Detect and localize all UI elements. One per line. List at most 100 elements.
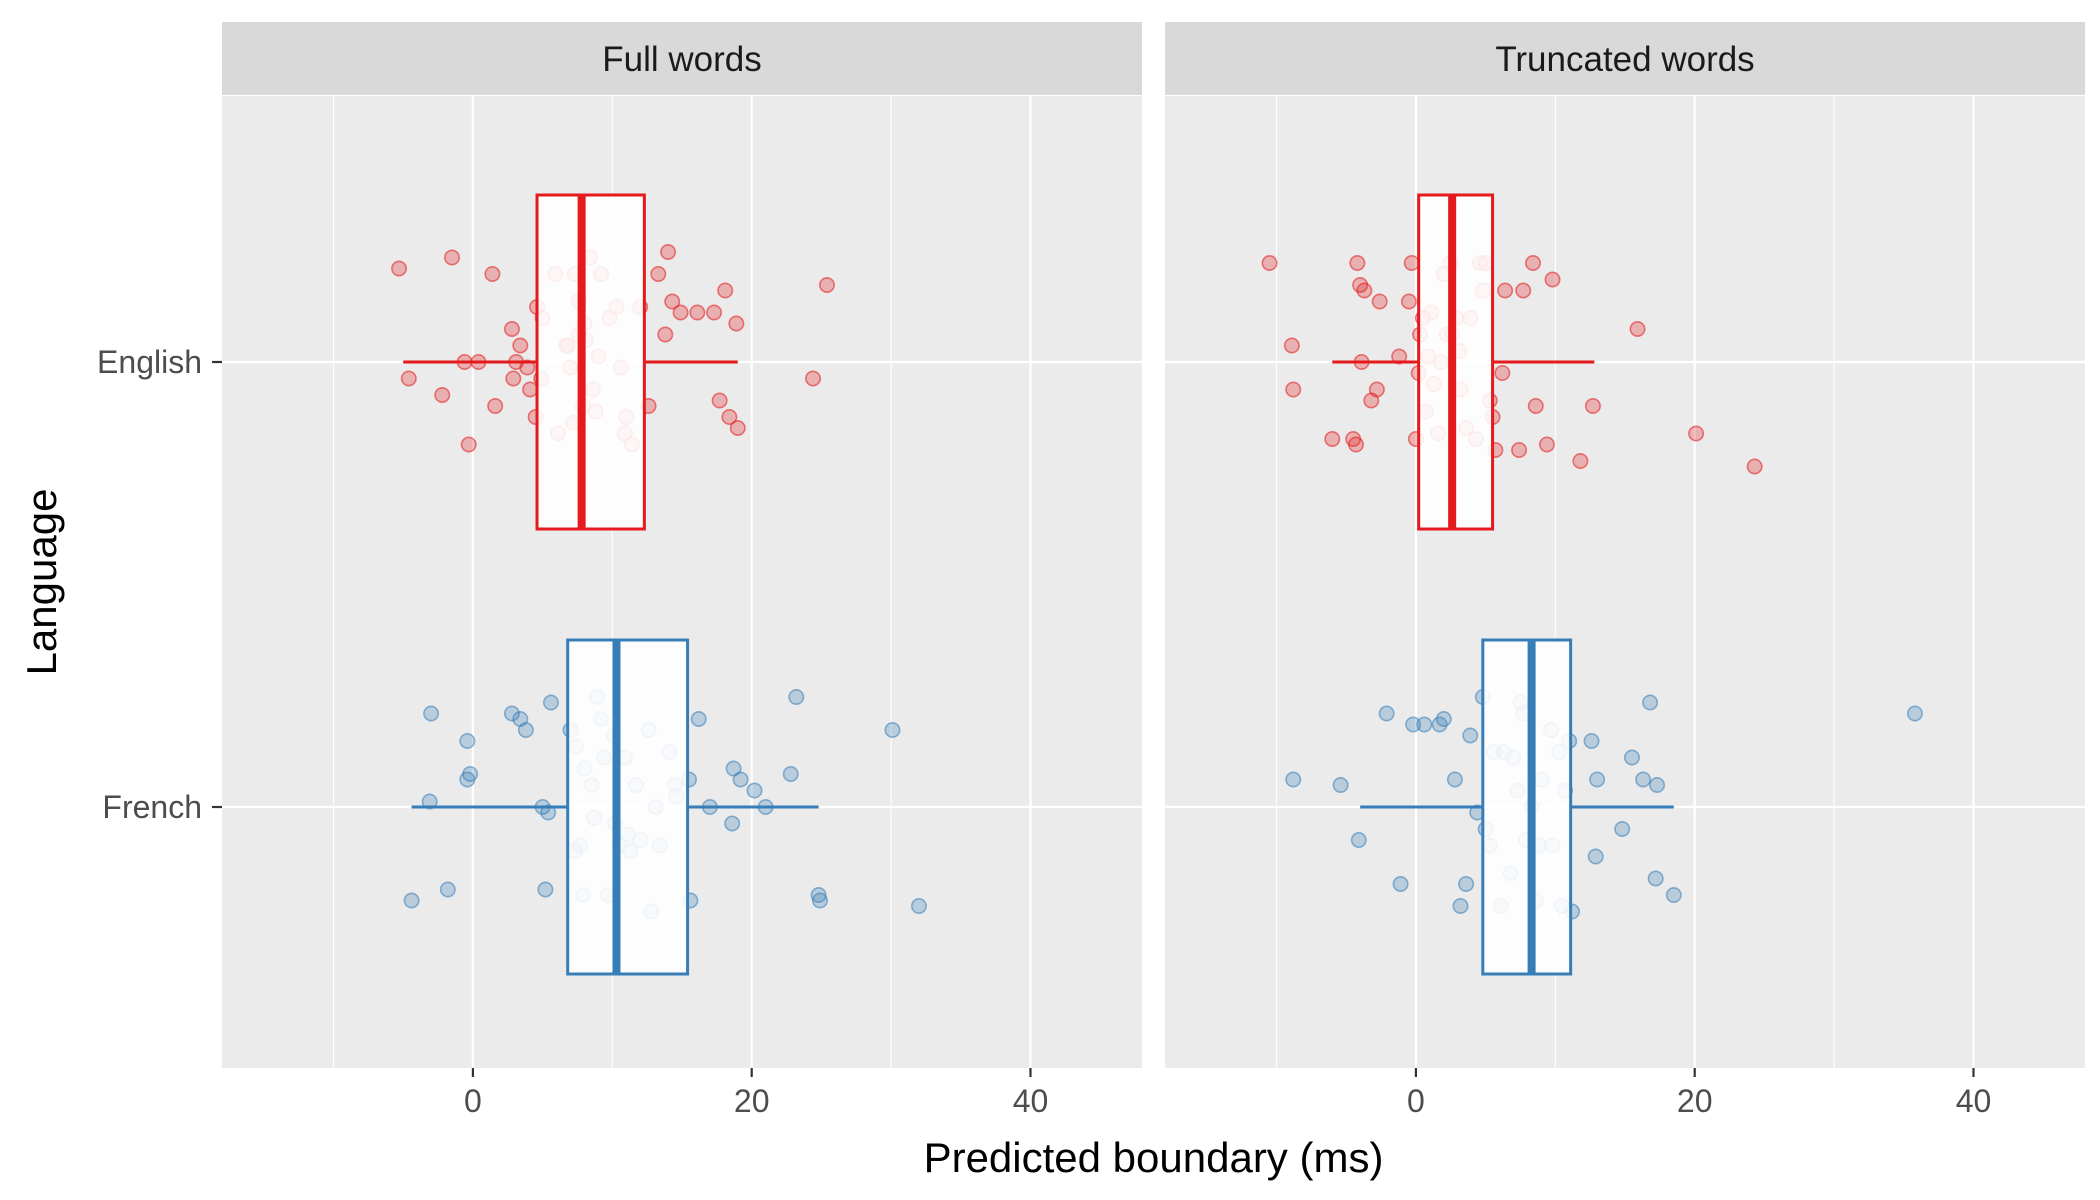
data-point-english — [1391, 348, 1408, 365]
x-tick-label: 0 — [464, 1083, 482, 1119]
data-point-english — [391, 260, 408, 277]
x-tick-label: 0 — [1407, 1083, 1425, 1119]
data-point-english — [1572, 452, 1589, 469]
data-point-english — [1283, 337, 1300, 354]
y-axis: English French — [97, 344, 222, 825]
data-point-french — [421, 793, 438, 810]
data-point-french — [1587, 848, 1604, 865]
x-tick-label: 20 — [734, 1083, 770, 1119]
data-point-english — [711, 392, 728, 409]
data-point-english — [1544, 271, 1561, 288]
data-point-french — [1589, 771, 1606, 788]
data-point-english — [1629, 320, 1646, 337]
y-tick-label-english: English — [97, 344, 202, 380]
data-point-french — [403, 892, 420, 909]
box-body-french — [1481, 638, 1573, 976]
data-point-french — [732, 771, 749, 788]
box-body-french — [566, 638, 690, 976]
data-point-english — [1261, 255, 1278, 272]
data-point-french — [1452, 897, 1469, 914]
box-body-english — [535, 193, 646, 531]
data-point-english — [1525, 255, 1542, 272]
data-point-english — [512, 337, 529, 354]
data-point-french — [884, 721, 901, 738]
data-point-english — [1368, 381, 1385, 398]
panel-truncated-words: Truncated words 0 20 40 — [1165, 22, 2085, 1119]
data-point-french — [1405, 716, 1422, 733]
strip-label-full-words: Full words — [602, 40, 761, 79]
data-point-french — [1446, 771, 1463, 788]
strip-label-truncated-words: Truncated words — [1495, 40, 1754, 79]
data-point-english — [443, 249, 460, 266]
data-point-english — [1347, 436, 1364, 453]
data-point-english — [728, 315, 745, 332]
data-point-english — [664, 293, 681, 310]
data-point-french — [1623, 749, 1640, 766]
data-point-french — [1649, 776, 1666, 793]
data-point-english — [805, 370, 822, 387]
x-tick-label: 20 — [1677, 1083, 1713, 1119]
data-point-french — [1378, 705, 1395, 722]
panel-full-words: Full words 0 20 40 — [222, 22, 1142, 1119]
box-french — [411, 638, 819, 976]
data-point-english — [522, 381, 539, 398]
data-point-french — [1435, 710, 1452, 727]
data-point-english — [660, 244, 677, 261]
data-point-french — [811, 892, 828, 909]
data-point-english — [1584, 397, 1601, 414]
data-point-english — [1371, 293, 1388, 310]
data-point-english — [672, 304, 689, 321]
panels: Full words 0 20 40 Truncated words 0 20 40 — [222, 22, 2085, 1119]
box-french — [1360, 638, 1674, 976]
data-point-french — [746, 782, 763, 799]
data-point-french — [1635, 771, 1652, 788]
x-tick-label: 40 — [1013, 1083, 1049, 1119]
data-point-french — [439, 881, 456, 898]
data-point-french — [782, 765, 799, 782]
data-point-english — [1538, 436, 1555, 453]
data-point-english — [1511, 441, 1528, 458]
data-point-english — [657, 326, 674, 343]
data-point-french — [1462, 727, 1479, 744]
data-point-french — [724, 815, 741, 832]
data-point-english — [689, 304, 706, 321]
box-english — [403, 193, 738, 531]
data-point-english — [1356, 282, 1373, 299]
data-point-french — [462, 765, 479, 782]
data-point-french — [1416, 716, 1433, 733]
data-point-english — [706, 304, 723, 321]
data-point-english — [1494, 364, 1511, 381]
data-point-english — [1349, 255, 1366, 272]
data-point-english — [434, 386, 451, 403]
data-point-english — [1285, 381, 1302, 398]
data-point-french — [517, 721, 534, 738]
data-point-french — [1392, 875, 1409, 892]
data-point-french — [542, 694, 559, 711]
data-point-french — [1583, 732, 1600, 749]
data-point-french — [788, 688, 805, 705]
strip-background — [222, 22, 1142, 95]
data-point-french — [690, 710, 707, 727]
data-point-french — [1332, 776, 1349, 793]
data-point-french — [1458, 875, 1475, 892]
data-point-english — [1688, 425, 1705, 442]
data-point-french — [1647, 870, 1664, 887]
data-point-french — [537, 881, 554, 898]
data-point-english — [1497, 282, 1514, 299]
y-axis-title: Language — [18, 489, 65, 676]
data-point-french — [540, 804, 557, 821]
data-point-french — [1642, 694, 1659, 711]
x-tick-label: 40 — [1956, 1083, 1992, 1119]
data-point-french — [459, 732, 476, 749]
data-point-french — [910, 897, 927, 914]
data-point-english — [721, 408, 738, 425]
data-point-english — [1746, 458, 1763, 475]
data-point-english — [1515, 282, 1532, 299]
y-tick-label-french: French — [102, 789, 202, 825]
data-point-french — [1906, 705, 1923, 722]
x-axis-title: Predicted boundary (ms) — [924, 1134, 1384, 1181]
data-point-english — [519, 359, 536, 376]
data-point-english — [505, 370, 522, 387]
data-point-french — [1665, 886, 1682, 903]
